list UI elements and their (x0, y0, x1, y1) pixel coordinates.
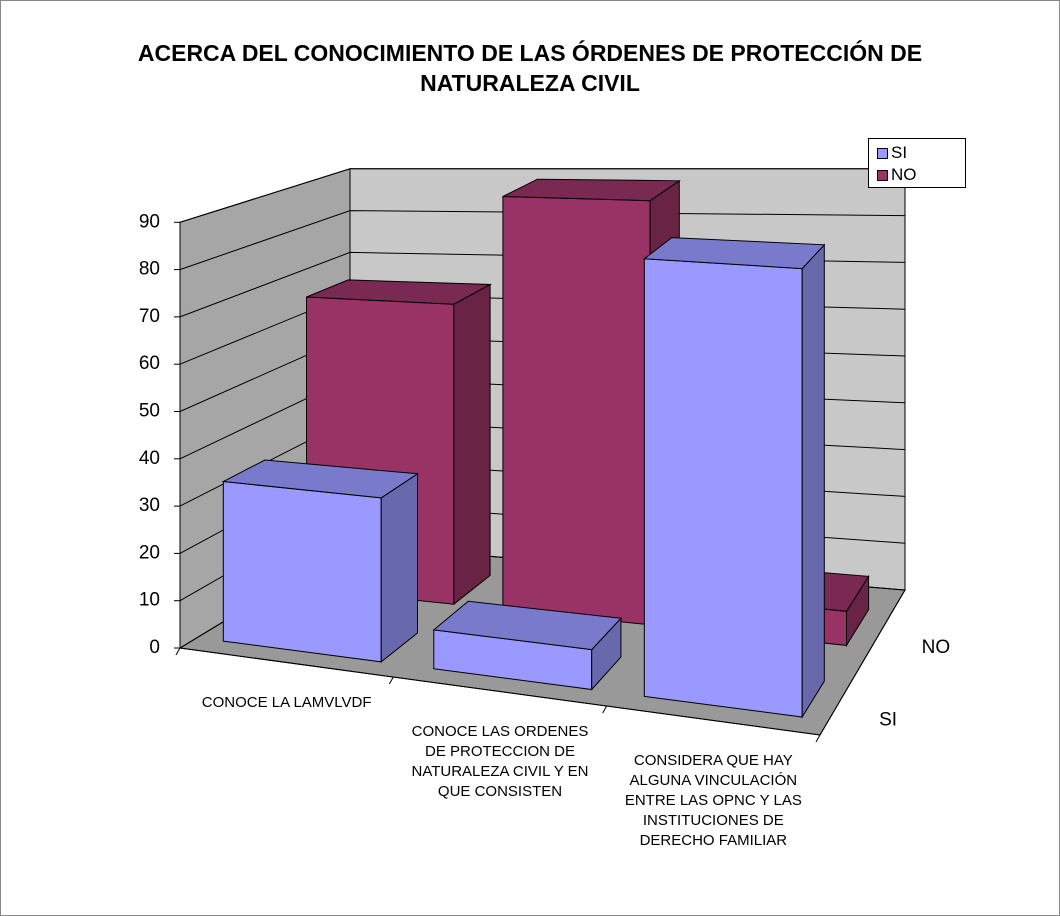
x-axis (179, 647, 821, 736)
x-tick-label: CONSIDERA QUE HAY ALGUNA VINCULACIÓN ENT… (624, 751, 802, 849)
bar (642, 237, 826, 719)
x-tick-label: CONOCE LAS ORDENES DE PROTECCION DE NATU… (411, 722, 589, 800)
bar-top (502, 178, 681, 202)
bar-front (502, 195, 651, 626)
y-tick-label: 40 (139, 448, 160, 469)
bar (221, 459, 419, 663)
legend-item: NO (877, 165, 917, 185)
y-tick-label: 0 (149, 637, 160, 658)
y-tick-label: 80 (139, 259, 160, 280)
legend-item: SI (877, 143, 907, 163)
bar-front (222, 480, 382, 663)
bar-side (380, 472, 418, 663)
legend-label: NO (891, 165, 917, 184)
y-tick-label: 30 (139, 495, 160, 516)
y-tick-label: 70 (139, 306, 160, 327)
legend-label: SI (891, 143, 908, 162)
bar-side (453, 283, 491, 606)
series-axis-label: NO (922, 637, 951, 658)
legend: SI NO (868, 138, 966, 188)
bar-top (306, 279, 492, 305)
y-tick-label: 50 (139, 401, 160, 422)
chart-title: ACERCA DEL CONOCIMIENTO DE LAS ÓRDENES D… (137, 40, 923, 96)
x-tick-label: CONOCE LA LAMVLVDF (201, 693, 372, 711)
y-tick-label: 90 (139, 211, 160, 232)
y-tick-label: 60 (139, 353, 160, 374)
bar-top (221, 459, 419, 499)
x-tick (388, 676, 394, 685)
x-tick (602, 705, 608, 714)
y-tick-label: 10 (139, 590, 160, 611)
bar-top (642, 237, 826, 270)
legend-swatch (877, 148, 888, 160)
z-axis (819, 589, 906, 736)
bar (432, 600, 622, 691)
legend-swatch (877, 170, 888, 182)
bar-top (432, 600, 622, 651)
x-tick (175, 647, 181, 656)
grid-line (179, 168, 905, 223)
bar-side (801, 243, 825, 719)
y-tick-label: 20 (139, 542, 160, 563)
series-axis-label: SI (879, 709, 897, 730)
grid-line (179, 210, 906, 271)
bar-front (643, 258, 803, 718)
x-tick (815, 734, 821, 743)
